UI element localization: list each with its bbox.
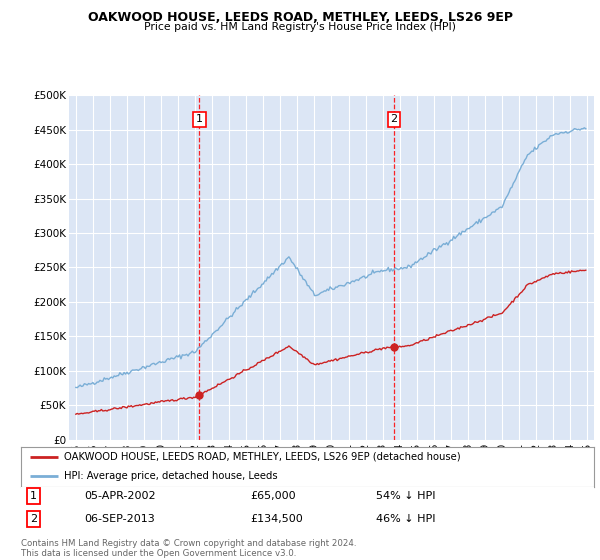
Text: Contains HM Land Registry data © Crown copyright and database right 2024.
This d: Contains HM Land Registry data © Crown c… xyxy=(21,539,356,558)
Text: 46% ↓ HPI: 46% ↓ HPI xyxy=(376,514,436,524)
Text: 2: 2 xyxy=(30,514,37,524)
Text: HPI: Average price, detached house, Leeds: HPI: Average price, detached house, Leed… xyxy=(64,471,278,481)
Text: 06-SEP-2013: 06-SEP-2013 xyxy=(84,514,155,524)
Text: Price paid vs. HM Land Registry's House Price Index (HPI): Price paid vs. HM Land Registry's House … xyxy=(144,22,456,32)
Text: 1: 1 xyxy=(196,114,203,124)
Text: £134,500: £134,500 xyxy=(250,514,303,524)
Text: 54% ↓ HPI: 54% ↓ HPI xyxy=(376,491,436,501)
Text: £65,000: £65,000 xyxy=(250,491,296,501)
Text: 1: 1 xyxy=(30,491,37,501)
Text: OAKWOOD HOUSE, LEEDS ROAD, METHLEY, LEEDS, LS26 9EP: OAKWOOD HOUSE, LEEDS ROAD, METHLEY, LEED… xyxy=(88,11,512,24)
Text: 05-APR-2002: 05-APR-2002 xyxy=(84,491,155,501)
Text: 2: 2 xyxy=(391,114,398,124)
Text: OAKWOOD HOUSE, LEEDS ROAD, METHLEY, LEEDS, LS26 9EP (detached house): OAKWOOD HOUSE, LEEDS ROAD, METHLEY, LEED… xyxy=(64,452,461,462)
